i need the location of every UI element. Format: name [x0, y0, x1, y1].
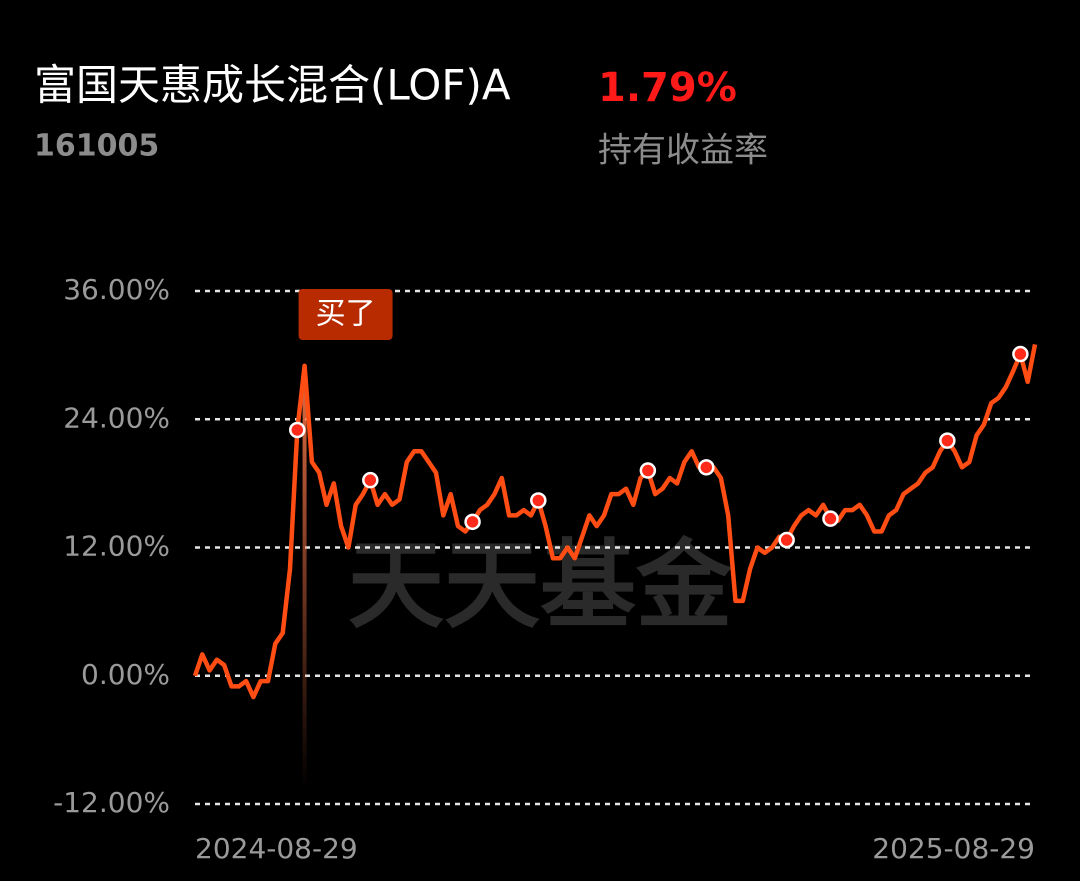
marked-point — [639, 462, 657, 479]
marked-point — [778, 531, 795, 549]
marked-point — [289, 421, 306, 439]
marked-point — [822, 510, 839, 527]
marked-point — [464, 513, 481, 531]
return-value: 1.79% — [598, 65, 737, 111]
buy-label: 买了 — [316, 297, 376, 332]
marked-point — [362, 471, 379, 489]
marked-point — [1012, 345, 1029, 363]
line — [192, 343, 1038, 700]
watermark: 天天基金 — [348, 529, 733, 641]
marked-point — [530, 492, 547, 509]
buy-line — [302, 365, 307, 790]
x-tick-label: 2024-08-29 — [195, 832, 358, 865]
fund-name: 富国天惠成长混合(LOF)A — [34, 61, 511, 110]
x-tick-label: 2025-08-29 — [872, 832, 1035, 865]
fund-code: 161005 — [34, 129, 159, 164]
y-tick-label: 36.00% — [63, 273, 170, 306]
buy-label-bg — [298, 289, 393, 340]
marked-point — [698, 459, 715, 476]
y-tick-label: 0.00% — [81, 658, 170, 691]
return-label: 持有收益率 — [598, 131, 768, 171]
y-tick-label: 12.00% — [63, 530, 170, 563]
y-tick-label: -12.00% — [53, 786, 170, 819]
y-tick-label: 24.00% — [63, 401, 170, 434]
marked-point — [939, 432, 956, 449]
plot-area: -12.00% 0.00% 12.00% 24.00% 36.00% 2024-08-29… — [53, 273, 1038, 865]
